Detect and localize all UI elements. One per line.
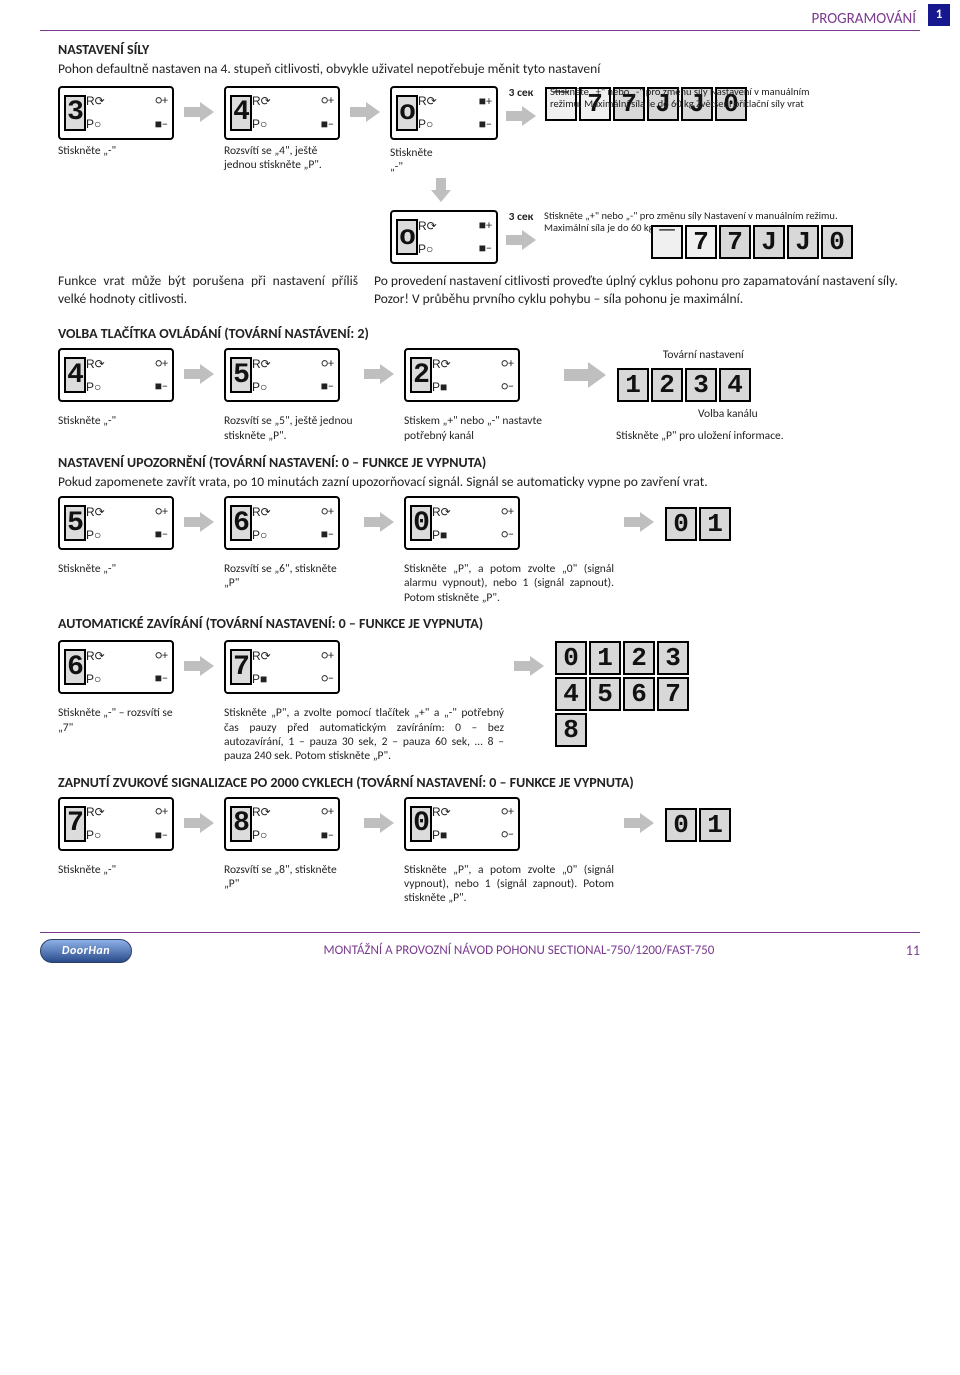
s1-left-note: Funkce vrat může být porušena při nastav…: [58, 272, 358, 307]
s3-cap3: Stiskněte „P", a potom zvolte „0" (signá…: [404, 562, 614, 605]
device: R⟳7○+ P■○−: [224, 640, 340, 694]
header-badge: 1: [928, 4, 950, 26]
s1-cap3: Stiskněte„-": [390, 146, 440, 175]
section-sound2000: ZAPNUTÍ ZVUKOVÉ SIGNALIZACE PO 2000 CYKL…: [58, 774, 920, 906]
page-header: PROGRAMOVÁNÍ 1: [40, 8, 920, 31]
s2-title: VOLBA TLAČÍTKA OVLÁDÁNÍ (TOVÁRNÍ NASTÁVE…: [58, 325, 920, 342]
header-title: PROGRAMOVÁNÍ: [812, 10, 917, 28]
device: R⟳2○+ P■○−: [404, 348, 520, 402]
seg-row: 0 1: [664, 506, 732, 542]
arrow-icon: [506, 106, 536, 126]
s4-title: AUTOMATICKÉ ZAVÍRÁNÍ (TOVÁRNÍ NASTAVENÍ:…: [58, 615, 920, 632]
plus: ○+: [146, 94, 168, 108]
s2-cap2: Rozsvítí se „5", ještě jednou stiskněte …: [224, 414, 354, 443]
arrow-icon: [364, 364, 394, 384]
device: R⟳ 4 ○+ P○ ■−: [224, 86, 340, 140]
device: R⟳0○+ P■○−: [404, 797, 520, 851]
arrow-down-icon: [430, 178, 452, 204]
s3-title: NASTAVENÍ UPOZORNĚNÍ (TOVÁRNÍ NASTAVENÍ:…: [58, 454, 920, 471]
s4-row: R⟳6○+ P○■− Stiskněte „-" – rozsvítí se „…: [58, 640, 920, 764]
s1-row1: R⟳ 3 ○+ P○ ■− Stiskněte „-" R⟳ 4 ○+ P○ ■…: [58, 86, 920, 265]
s4-cap1: Stiskněte „-" – rozsvítí se „7": [58, 706, 174, 735]
doorhan-logo: DoorHan: [40, 939, 132, 963]
s5-row: R⟳7○+ P○■− Stiskněte „-" R⟳8○+ P○■− Rozs…: [58, 797, 920, 906]
s5-cap3: Stiskněte „P", a potom zvolte „0" (signá…: [404, 863, 614, 906]
section-alertoff: NASTAVENÍ UPOZORNĚNÍ (TOVÁRNÍ NASTAVENÍ:…: [58, 454, 920, 606]
arrow-icon: [184, 813, 214, 833]
section-channel: VOLBA TLAČÍTKA OVLÁDÁNÍ (TOVÁRNÍ NASTÁVE…: [58, 325, 920, 443]
s1-note-top: Stiskněte „+" nebo „-" pro změnu síly Na…: [550, 86, 830, 110]
arrow-icon: [184, 512, 214, 532]
seg-grid: 0 1 2 3 4 5 6 7 8: [554, 640, 690, 748]
device: R⟳ o ■+ P○ ■−: [390, 210, 498, 264]
sec-label: 3 сек: [509, 86, 534, 100]
label-r: R⟳: [86, 94, 146, 108]
s1-right-note: Po provedení nastavení citlivosti proveď…: [374, 272, 920, 307]
s1-notes: Funkce vrat může být porušena při nastav…: [58, 272, 920, 307]
screen: 3: [64, 95, 86, 131]
arrow-icon: [184, 102, 214, 122]
arrow-icon: [184, 364, 214, 384]
device: R⟳6○+ P○■−: [224, 496, 340, 550]
device: R⟳7○+ P○■−: [58, 797, 174, 851]
device: R⟳5○+ P○■−: [224, 348, 340, 402]
seg-row: 1 2 3 4: [616, 367, 784, 403]
s5-title: ZAPNUTÍ ZVUKOVÉ SIGNALIZACE PO 2000 CYKL…: [58, 774, 920, 791]
s4-cap2: Stiskněte „P", a zvolte pomocí tlačítek …: [224, 706, 504, 764]
label-p: P○: [86, 117, 146, 131]
device: R⟳0○+ P■○−: [404, 496, 520, 550]
page-footer: DoorHan MONTÁŽNÍ A PROVOZNÍ NÁVOD POHONU…: [40, 932, 920, 969]
arrow-icon: [624, 512, 654, 532]
arrow-icon: [350, 102, 380, 122]
minus: ■−: [146, 117, 168, 132]
s2-cap3: Stiskem „+" nebo „-" nastavte potřebný k…: [404, 414, 554, 443]
s2-opt-top: Tovární nastavení: [616, 348, 784, 362]
s2-save: Stiskněte „P" pro uložení informace.: [616, 429, 784, 443]
device: R⟳8○+ P○■−: [224, 797, 340, 851]
arrow-icon: [184, 656, 214, 676]
s3-row: R⟳5○+ P○■− Stiskněte „-" R⟳6○+ P○■− Rozs…: [58, 496, 920, 605]
s1-cap1: Stiskněte „-": [58, 144, 174, 158]
s1-cap2: Rozsvítí se „4", ještě jednou stiskněte …: [224, 144, 340, 173]
arrow-icon: [514, 656, 544, 676]
arrow-icon: [364, 813, 394, 833]
device: R⟳4○+ P○■−: [58, 348, 174, 402]
s3-cap2: Rozsvítí se „6", stiskněte „P": [224, 562, 354, 591]
section-force: NASTAVENÍ SÍLY Pohon defaultně nastaven …: [58, 41, 920, 307]
arrow-icon: [564, 362, 606, 388]
footer-page: 11: [906, 942, 920, 959]
s2-opt-bot: Volba kanálu: [616, 407, 784, 421]
device: R⟳ 3 ○+ P○ ■−: [58, 86, 174, 140]
arrow-icon: [624, 813, 654, 833]
s1-intro: Pohon defaultně nastaven na 4. stupeň ci…: [58, 60, 920, 78]
s3-cap1: Stiskněte „-": [58, 562, 174, 576]
s2-row: R⟳4○+ P○■− Stiskněte „-" R⟳5○+ P○■− Rozs…: [58, 348, 920, 443]
device: R⟳6○+ P○■−: [58, 640, 174, 694]
section-autoclose: AUTOMATICKÉ ZAVÍRÁNÍ (TOVÁRNÍ NASTAVENÍ:…: [58, 615, 920, 764]
arrow-icon: [506, 230, 536, 250]
arrow-icon: [364, 512, 394, 532]
s2-cap1: Stiskněte „-": [58, 414, 174, 428]
s3-intro: Pokud zapomenete zavřít vrata, po 10 min…: [58, 473, 920, 491]
footer-text: MONTÁŽNÍ A PROVOZNÍ NÁVOD POHONU SECTION…: [144, 943, 894, 958]
s1-title: NASTAVENÍ SÍLY: [58, 41, 920, 58]
seg-row: ¯ 7 7 J J 0: [650, 224, 854, 260]
s5-cap2: Rozsvítí se „8", stiskněte „P": [224, 863, 354, 892]
s5-cap1: Stiskněte „-": [58, 863, 174, 877]
device: R⟳5○+ P○■−: [58, 496, 174, 550]
seg-row: 0 1: [664, 807, 732, 843]
